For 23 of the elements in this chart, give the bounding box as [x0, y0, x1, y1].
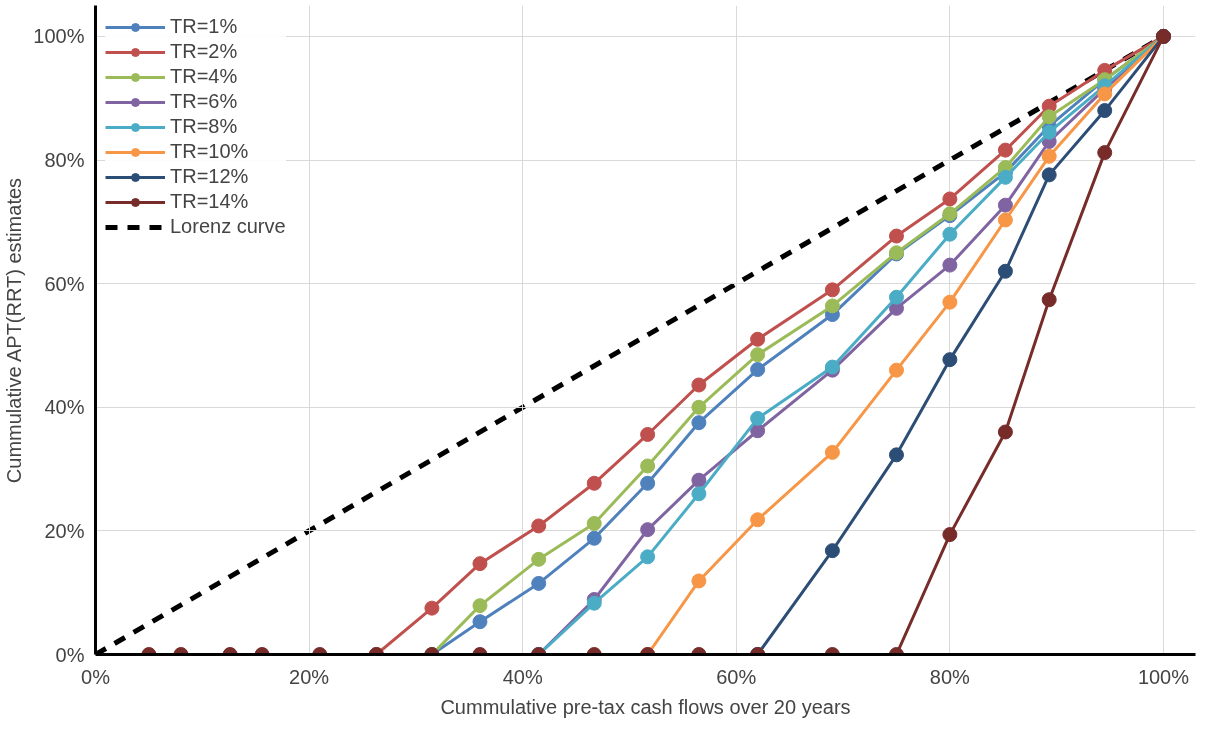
x-tick-label: 40% — [502, 665, 543, 688]
legend-label: TR=4% — [170, 65, 238, 88]
x-tick-label: 100% — [1137, 665, 1190, 688]
y-tick-label: 80% — [44, 149, 85, 172]
legend-label: Lorenz curve — [170, 215, 286, 238]
legend-label: TR=1% — [170, 15, 238, 38]
legend-label: TR=12% — [170, 165, 249, 188]
legend-label: TR=2% — [170, 40, 238, 63]
legend-label: TR=14% — [170, 190, 249, 213]
legend-label: TR=8% — [170, 115, 238, 138]
y-tick-label: 20% — [44, 519, 85, 542]
legend-label: TR=6% — [170, 90, 238, 113]
y-tick-label: 100% — [33, 25, 85, 48]
x-axis-title: Cummulative pre-tax cash flows over 20 years — [440, 695, 851, 718]
x-tick-label: 60% — [716, 665, 757, 688]
y-tick-label: 0% — [55, 643, 85, 666]
x-tick-label: 20% — [289, 665, 330, 688]
y-axis-title: Cummulative APT(RRT) estimates — [3, 177, 26, 484]
y-tick-label: 60% — [44, 272, 85, 295]
y-tick-label: 40% — [44, 396, 85, 419]
x-tick-label: 80% — [929, 665, 971, 688]
x-tick-label: 0% — [81, 665, 111, 688]
legend-label: TR=10% — [170, 140, 249, 163]
